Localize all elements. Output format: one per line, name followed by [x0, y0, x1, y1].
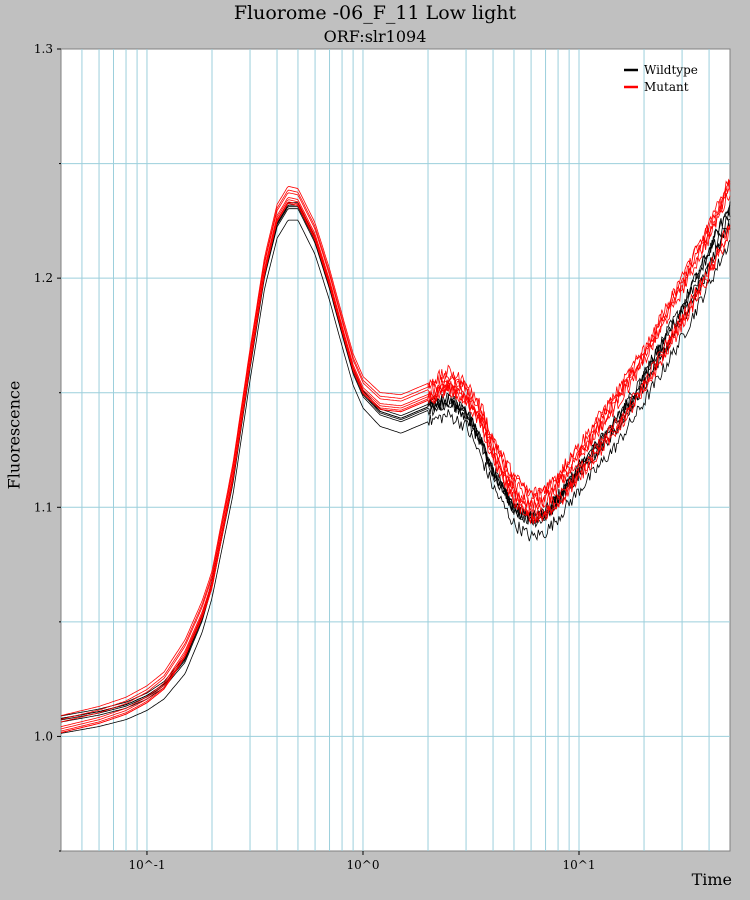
y-tick-label: 1.1	[34, 500, 53, 514]
chart-title: Fluorome -06_F_11 Low light	[233, 2, 517, 24]
x-tick-label: 10^-1	[128, 858, 165, 872]
mutant-replicate-line	[60, 202, 731, 733]
x-tick-label: 10^1	[563, 858, 596, 872]
x-axis-label: Time	[691, 870, 732, 889]
wildtype-replicate-line	[60, 204, 731, 723]
legend-label: Mutant	[644, 80, 689, 94]
y-tick-label: 1.3	[34, 42, 53, 56]
x-tick-label: 10^0	[347, 858, 380, 872]
mutant-replicate-line	[60, 181, 731, 732]
mutant-replicate-line	[60, 197, 731, 727]
legend-label: Wildtype	[644, 63, 698, 77]
wildtype-replicate-line	[60, 219, 731, 734]
y-tick-label: 1.2	[34, 271, 53, 285]
plot-area	[60, 48, 731, 852]
mutant-replicate-line	[60, 178, 731, 720]
mutant-replicate-line	[60, 193, 731, 730]
y-tick-label: 1.0	[34, 729, 53, 743]
chart-subtitle: ORF:slr1094	[323, 27, 427, 46]
